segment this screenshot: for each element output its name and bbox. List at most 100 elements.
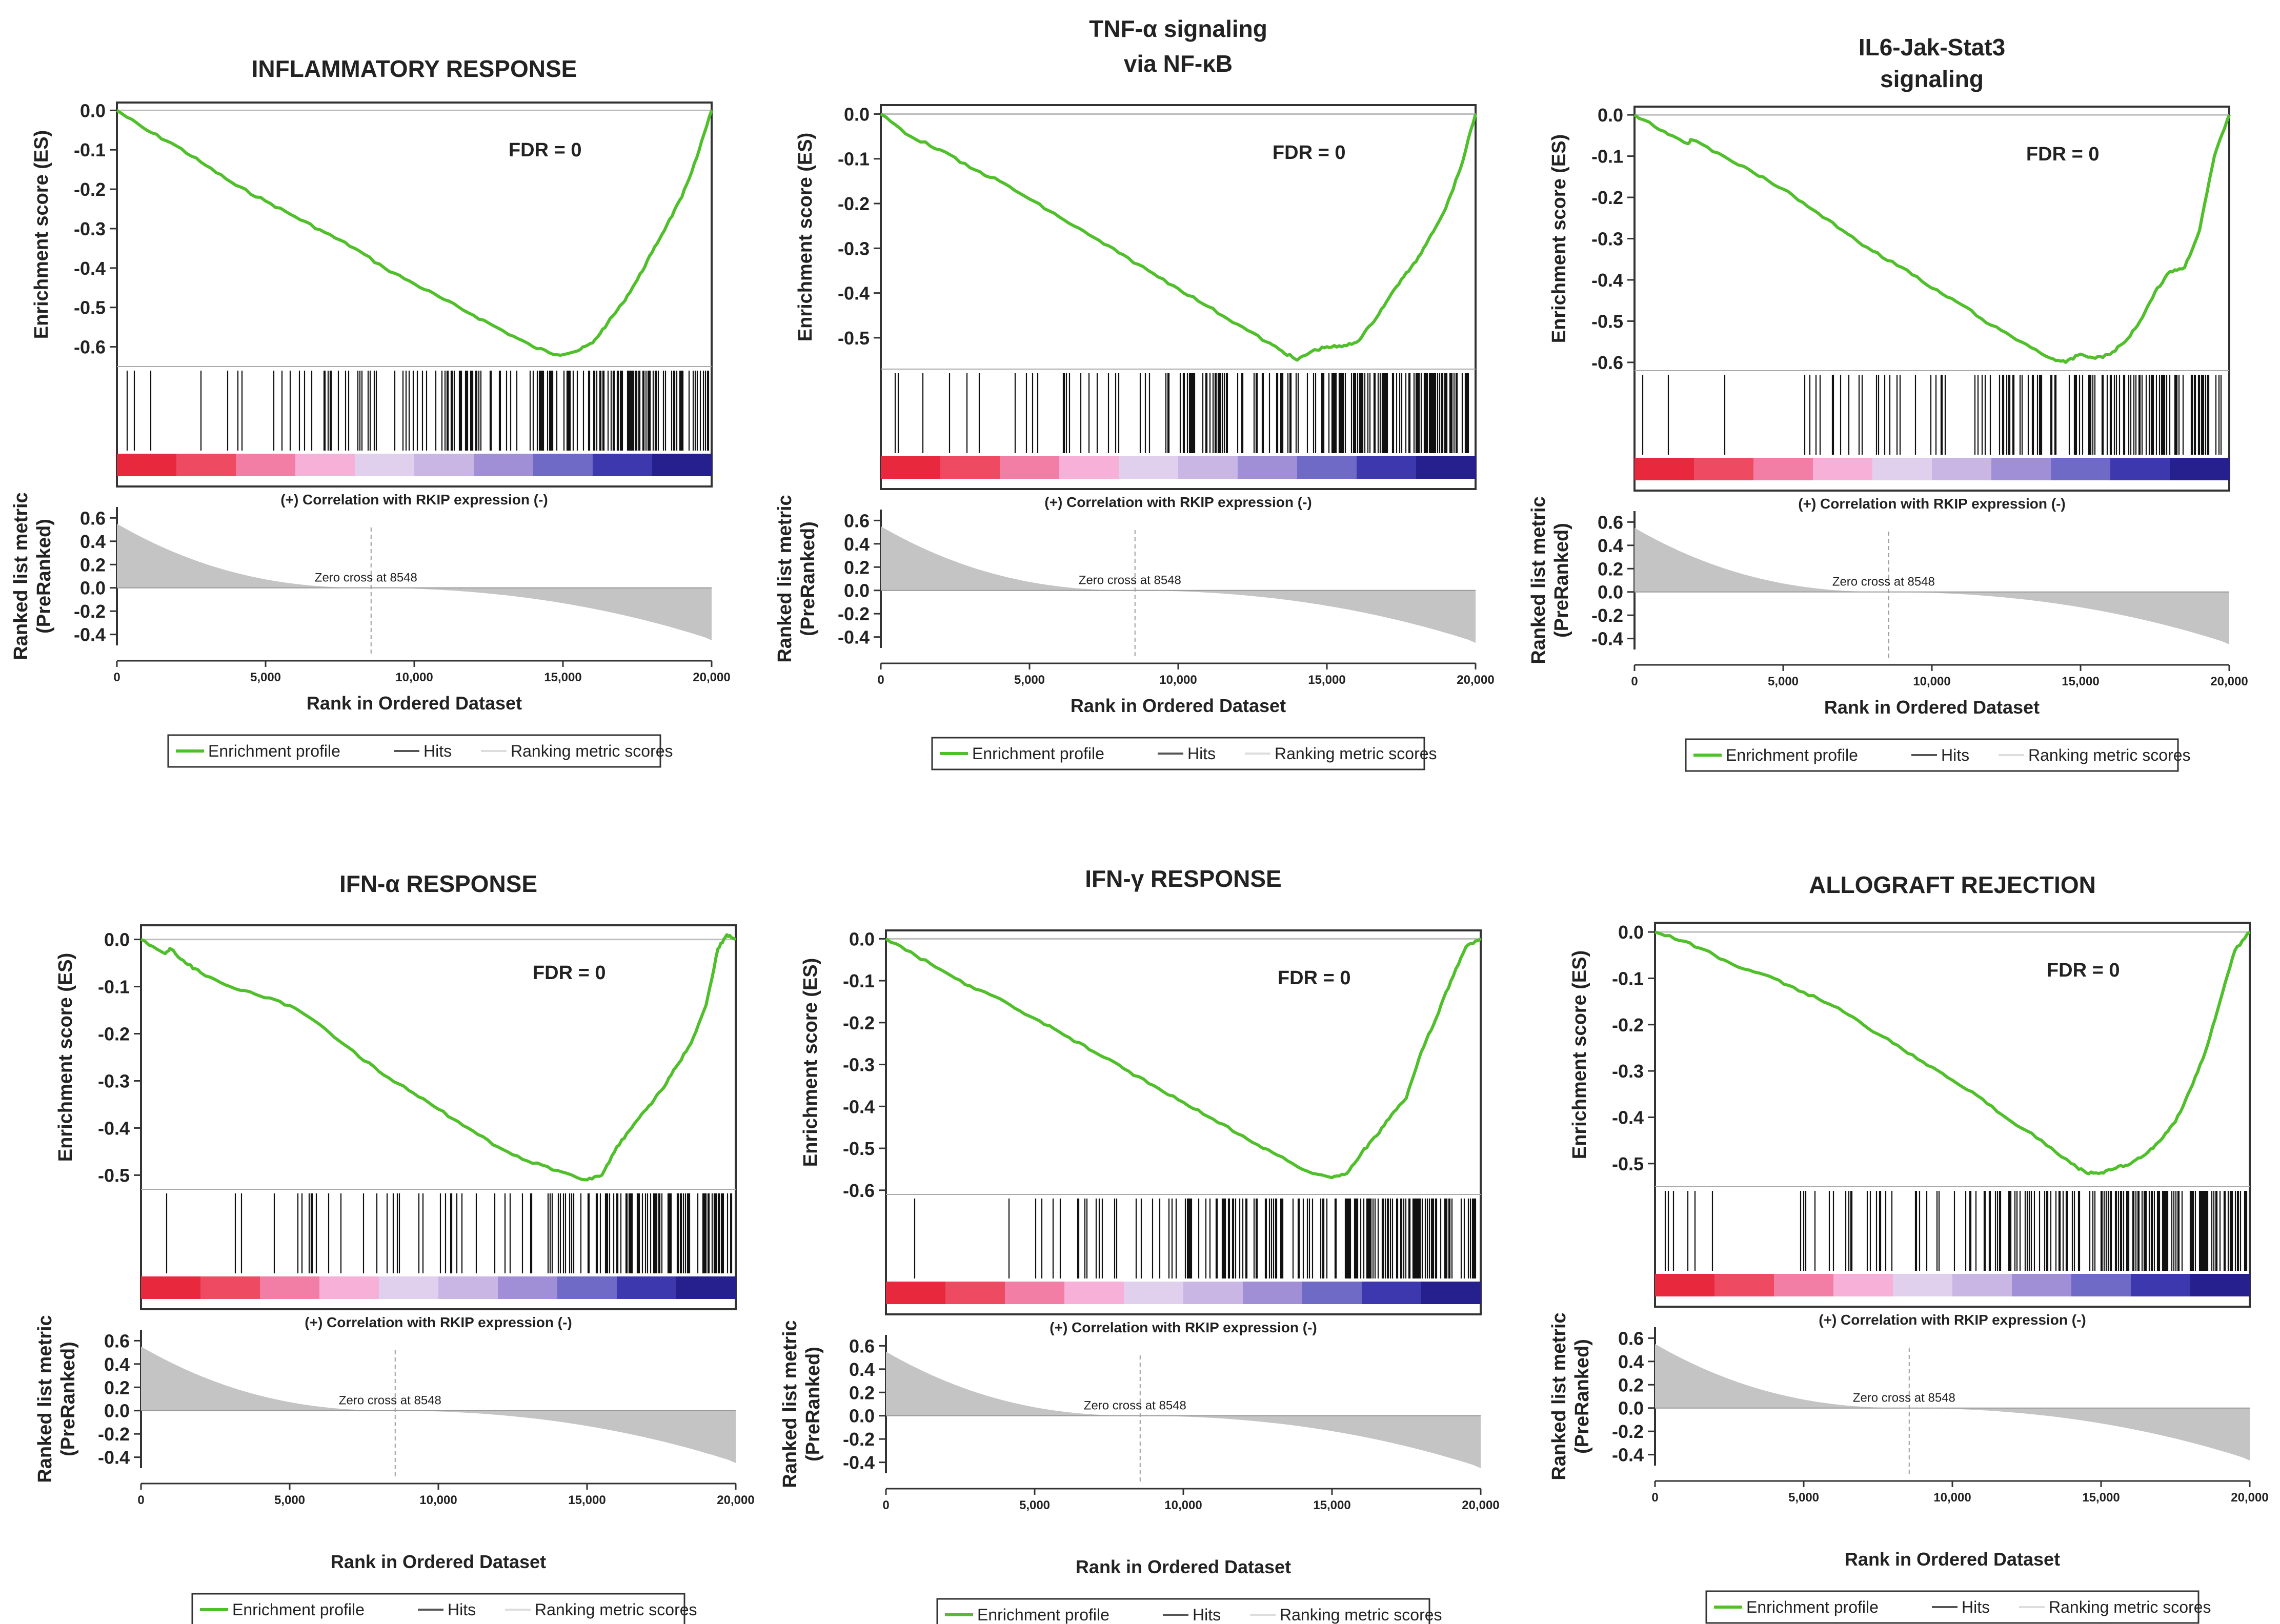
ranking-color-segment (2170, 458, 2230, 480)
metric-axis-label: (PreRanked) (802, 1347, 824, 1461)
es-tick-label: -0.2 (74, 179, 106, 200)
ranking-color-segment (1059, 456, 1119, 479)
zero-cross-label: Zero cross at 8548 (1079, 574, 1181, 587)
gsea-panel-1: INFLAMMATORY RESPONSE 0.0 -0.1 -0.2 -0.3 -0.4… (10, 55, 731, 768)
ranking-color-segment (1178, 456, 1238, 479)
panel-title: via NF-κB (1124, 50, 1233, 77)
hits-group (914, 1199, 1477, 1278)
legend-enrichment-label: Enrichment profile (1746, 1598, 1879, 1616)
fdr-label: FDR = 0 (1278, 967, 1351, 989)
x-tick-label: 5,000 (274, 1493, 305, 1507)
ranking-color-segment (2190, 1274, 2250, 1296)
ranking-color-segment (236, 454, 296, 476)
es-tick-label: 0.0 (844, 104, 870, 125)
es-tick-label: -0.2 (838, 193, 870, 214)
x-axis-label: Rank in Ordered Dataset (1076, 1556, 1291, 1577)
legend-hits-label: Hits (448, 1600, 476, 1619)
ranking-color-segment (1714, 1274, 1774, 1296)
enrichment-profile-line (1654, 930, 2251, 1175)
ranking-color-segment (1655, 1274, 1715, 1296)
ranking-color-segment (1297, 456, 1357, 479)
es-tick-label: -0.1 (838, 149, 870, 170)
metric-axis-label: Ranked list metric (779, 1320, 801, 1488)
x-tick-label: 5,000 (1768, 675, 1799, 688)
ranking-color-segment (1183, 1282, 1243, 1304)
ranking-color-segment (940, 456, 1000, 479)
legend-enrichment-label: Enrichment profile (208, 742, 340, 760)
ranking-color-segment (319, 1276, 379, 1299)
metric-axis-label: (PreRanked) (57, 1342, 79, 1456)
gsea-panel-2: TNF-α signaling via NF-κB 0.0 -0.1 -0.2 -0.3 -… (774, 15, 1495, 770)
metric-tick-label: 0.4 (1618, 1351, 1644, 1372)
panel-title: IL6-Jak-Stat3 (1859, 34, 2005, 60)
es-frame (116, 102, 713, 488)
ranking-color-segment (498, 1276, 558, 1299)
metric-tick-label: 0.4 (104, 1354, 130, 1375)
es-tick-label: -0.5 (98, 1165, 130, 1186)
ranking-color-segment (355, 454, 415, 476)
fdr-label: FDR = 0 (509, 139, 582, 161)
es-tick-label: -0.4 (843, 1096, 875, 1117)
enrichment-profile-line (116, 109, 713, 357)
metric-tick-label: -0.4 (1591, 628, 1623, 649)
ranking-color-segment (676, 1276, 736, 1299)
es-tick-label: 0.0 (1598, 105, 1623, 126)
correlation-label: (+) Correlation with RKIP expression (-) (1044, 494, 1311, 510)
ranking-metric-area (141, 1346, 736, 1463)
ranking-color-segment (886, 1282, 946, 1304)
ranking-color-segment (1064, 1282, 1124, 1304)
ranking-color-segment (1833, 1274, 1893, 1296)
metric-tick-label: 0.6 (1598, 512, 1623, 533)
ranking-color-segment (474, 454, 534, 476)
ranking-color-segment (1000, 456, 1060, 479)
es-tick-label: -0.5 (838, 328, 870, 349)
metric-tick-label: 0.4 (844, 534, 870, 555)
metric-tick-label: 0.6 (844, 510, 870, 531)
es-tick-label: -0.3 (98, 1070, 130, 1091)
es-axis-label: Enrichment score (ES) (31, 130, 52, 339)
enrichment-profile-line (885, 937, 1482, 1180)
ranking-color-segment (260, 1276, 320, 1299)
metric-tick-label: 0.2 (849, 1382, 875, 1403)
es-tick-label: -0.5 (1591, 311, 1623, 332)
x-axis-label: Rank in Ordered Dataset (1824, 697, 2040, 718)
ranking-color-segment (1774, 1274, 1834, 1296)
ranking-metric-area (1655, 1344, 2250, 1460)
zero-cross-label: Zero cross at 8548 (1853, 1391, 1955, 1405)
ranking-color-segment (593, 454, 653, 476)
ranking-color-segment (2110, 458, 2170, 480)
es-tick-label: -0.1 (1591, 146, 1623, 167)
metric-tick-label: -0.4 (98, 1447, 130, 1468)
legend-enrichment-label: Enrichment profile (232, 1600, 365, 1619)
x-tick-label: 10,000 (395, 671, 433, 684)
legend-enrichment-label: Enrichment profile (972, 744, 1104, 763)
x-tick-label: 5,000 (1788, 1491, 1819, 1505)
hits-group (1642, 375, 2222, 455)
legend-hits-label: Hits (1941, 746, 1969, 764)
legend-hits-label: Hits (1187, 744, 1216, 763)
legend-metric-label: Ranking metric scores (2028, 746, 2191, 764)
ranking-color-segment (1119, 456, 1179, 479)
ranking-color-segment (1421, 1282, 1481, 1304)
gsea-panel-5: IFN-γ RESPONSE 0.0 -0.1 -0.2 -0.3 -0.4 -0.5 -0.… (779, 865, 1500, 1624)
metric-tick-label: 0.0 (80, 578, 106, 599)
metric-tick-label: 0.0 (849, 1406, 875, 1427)
x-axis-label: Rank in Ordered Dataset (1071, 695, 1286, 716)
legend-box (936, 1598, 1430, 1624)
ranking-color-segment (414, 454, 474, 476)
x-tick-label: 10,000 (419, 1493, 457, 1507)
legend-enrichment-label: Enrichment profile (977, 1606, 1109, 1624)
legend-hits-label: Hits (423, 742, 452, 760)
gsea-panel-4: IFN-α RESPONSE 0.0 -0.1 -0.2 -0.3 -0.4 -0.5 Enr… (34, 870, 755, 1624)
correlation-label: (+) Correlation with RKIP expression (-) (305, 1314, 572, 1330)
fdr-label: FDR = 0 (1273, 142, 1346, 164)
metric-tick-label: 0.2 (844, 557, 870, 578)
x-tick-label: 0 (113, 671, 120, 684)
es-tick-label: 0.0 (104, 929, 130, 950)
metric-tick-label: -0.2 (843, 1429, 875, 1450)
metric-axis-label: Ranked list metric (774, 495, 796, 662)
ranking-metric-area (881, 526, 1476, 643)
x-tick-label: 20,000 (1462, 1498, 1499, 1512)
x-tick-label: 0 (1631, 675, 1638, 688)
